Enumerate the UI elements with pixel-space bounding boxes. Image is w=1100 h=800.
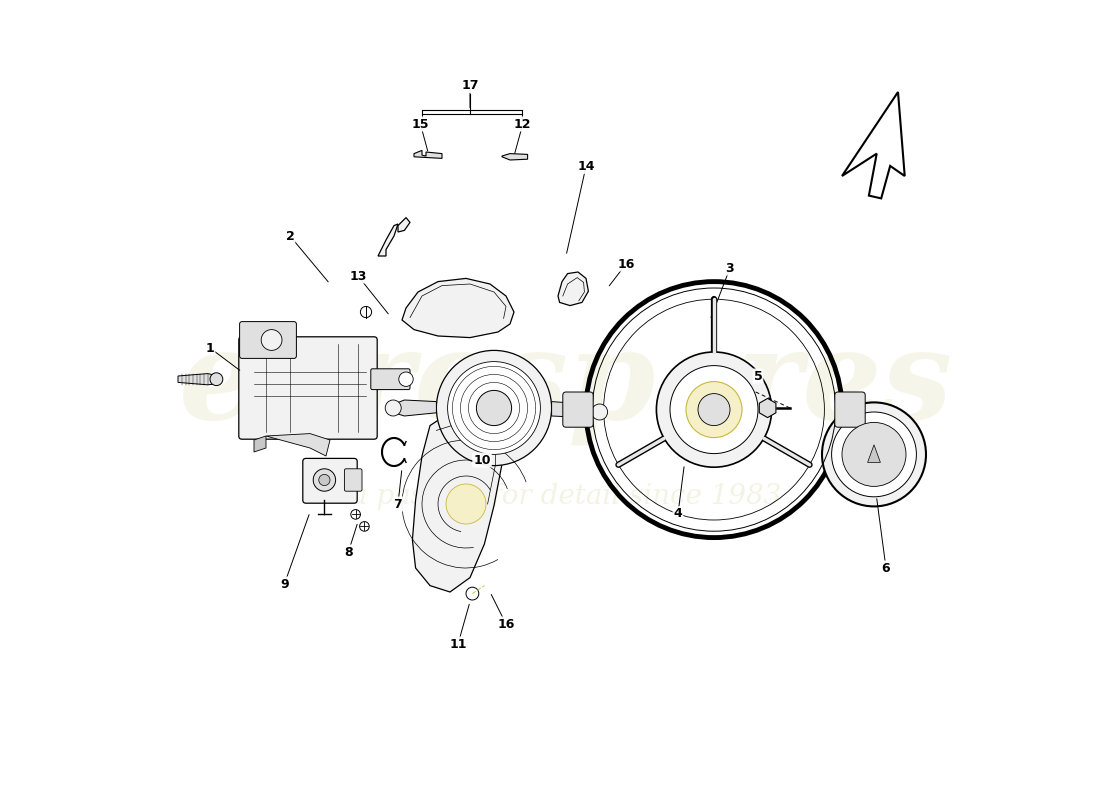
Text: 17: 17 [461,79,478,92]
Text: 4: 4 [673,507,682,520]
Circle shape [670,366,758,454]
Circle shape [319,474,330,486]
Polygon shape [558,272,589,306]
Text: eurospares: eurospares [179,323,953,445]
Polygon shape [178,374,216,385]
Text: 5: 5 [754,370,762,382]
FancyBboxPatch shape [239,337,377,439]
Polygon shape [868,445,880,462]
Text: 9: 9 [280,578,288,590]
Text: 13: 13 [350,270,366,282]
Polygon shape [551,402,598,418]
Polygon shape [398,218,410,232]
Text: 10: 10 [473,454,491,466]
Text: 15: 15 [411,118,429,130]
FancyBboxPatch shape [371,369,410,390]
FancyBboxPatch shape [563,392,593,427]
Polygon shape [412,414,502,592]
FancyBboxPatch shape [302,458,358,503]
Circle shape [210,373,223,386]
Polygon shape [402,278,514,338]
Circle shape [842,422,906,486]
Polygon shape [842,92,904,198]
Text: a passion for detail since 1983: a passion for detail since 1983 [351,482,781,510]
Text: 16: 16 [617,258,635,270]
Circle shape [832,412,916,497]
Polygon shape [378,224,398,256]
Circle shape [822,402,926,506]
Text: 11: 11 [449,638,466,650]
Circle shape [448,362,540,454]
Text: 6: 6 [882,562,890,574]
Polygon shape [266,434,330,456]
Circle shape [261,330,282,350]
Circle shape [592,404,607,420]
Polygon shape [502,154,528,160]
Polygon shape [394,400,437,416]
Circle shape [686,382,742,438]
Text: 8: 8 [344,546,353,558]
Text: 7: 7 [394,498,403,510]
Text: 1: 1 [206,342,214,354]
Text: 3: 3 [726,262,735,274]
Text: 12: 12 [514,118,531,130]
Circle shape [466,587,478,600]
Circle shape [385,400,402,416]
Circle shape [399,372,414,386]
Circle shape [657,352,771,467]
FancyBboxPatch shape [835,392,866,427]
Circle shape [360,522,370,531]
Circle shape [446,484,486,524]
Polygon shape [414,150,442,158]
Circle shape [698,394,730,426]
Text: 16: 16 [497,618,515,630]
Circle shape [314,469,336,491]
FancyBboxPatch shape [344,469,362,491]
FancyBboxPatch shape [240,322,296,358]
Circle shape [351,510,361,519]
Text: 14: 14 [578,160,595,173]
Polygon shape [254,436,266,452]
Circle shape [437,350,551,466]
Circle shape [361,306,372,318]
Text: 2: 2 [286,230,295,242]
Circle shape [476,390,512,426]
